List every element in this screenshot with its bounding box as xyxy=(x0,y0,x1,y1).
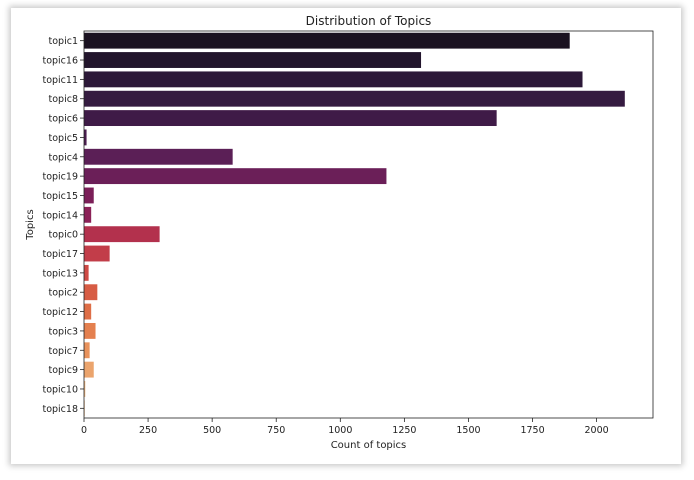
y-tick-label: topic12 xyxy=(42,307,78,318)
y-tick-label: topic6 xyxy=(49,114,78,125)
y-tick-label: topic1 xyxy=(49,36,78,47)
y-tick-label: topic17 xyxy=(42,249,78,260)
bar-topic16 xyxy=(84,52,422,68)
bars-layer xyxy=(84,32,625,417)
y-tick-label: topic3 xyxy=(49,326,78,337)
bar-topic19 xyxy=(84,168,387,185)
bar-topic3 xyxy=(84,322,96,339)
y-tick-label: topic10 xyxy=(42,384,78,395)
bar-topic11 xyxy=(84,71,583,88)
y-tick-label: topic14 xyxy=(42,210,78,221)
y-tick-label: topic7 xyxy=(49,346,78,357)
y-tick-label: topic4 xyxy=(49,152,78,163)
bar-topic7 xyxy=(84,342,90,359)
x-axis-ticks: 0 250 500 750 1000 1250 1500 1750 2000 xyxy=(81,418,609,436)
figure-frame: Distribution of Topics Count of topics T… xyxy=(11,8,681,464)
y-tick-label: topic2 xyxy=(49,288,78,299)
y-tick-label: topic15 xyxy=(42,191,78,202)
bar-topic17 xyxy=(84,245,110,262)
bar-topic15 xyxy=(84,187,94,204)
bar-topic9 xyxy=(84,361,94,378)
bar-topic13 xyxy=(84,264,89,281)
y-tick-label: topic19 xyxy=(42,172,78,183)
x-tick-label: 250 xyxy=(139,425,157,436)
x-tick-label: 1000 xyxy=(328,425,352,436)
y-tick-label: topic9 xyxy=(49,365,78,376)
x-tick-label: 2000 xyxy=(585,425,609,436)
x-axis-label: Count of topics xyxy=(331,440,407,451)
x-tick-label: 500 xyxy=(203,425,221,436)
x-tick-label: 1500 xyxy=(456,425,480,436)
bar-topic8 xyxy=(84,90,625,107)
y-tick-label: topic16 xyxy=(42,56,78,67)
chart-title: Distribution of Topics xyxy=(306,14,432,28)
plot-area-border xyxy=(83,30,654,419)
bar-topic5 xyxy=(84,129,87,146)
bar-topic4 xyxy=(84,148,233,165)
bar-topic14 xyxy=(84,206,92,223)
y-axis-ticks: topic1 topic16 topic11 topic8 topic6 topic5 to… xyxy=(42,36,84,415)
x-tick-label: 750 xyxy=(267,425,285,436)
x-tick-label: 0 xyxy=(81,425,87,436)
bar-topic10 xyxy=(84,381,86,397)
x-tick-label: 1250 xyxy=(392,425,416,436)
y-tick-label: topic18 xyxy=(42,404,78,415)
bar-topic12 xyxy=(84,303,92,320)
y-tick-label: topic13 xyxy=(42,268,78,279)
bar-topic0 xyxy=(84,226,160,243)
x-tick-label: 1750 xyxy=(520,425,544,436)
y-tick-label: topic0 xyxy=(49,230,78,241)
bar-topic2 xyxy=(84,284,98,301)
y-tick-label: topic11 xyxy=(42,75,78,86)
y-axis-label: Topics xyxy=(25,209,36,240)
y-tick-label: topic8 xyxy=(49,94,78,105)
bar-topic6 xyxy=(84,110,497,127)
y-tick-label: topic5 xyxy=(49,133,78,144)
bar-topic1 xyxy=(84,32,570,49)
